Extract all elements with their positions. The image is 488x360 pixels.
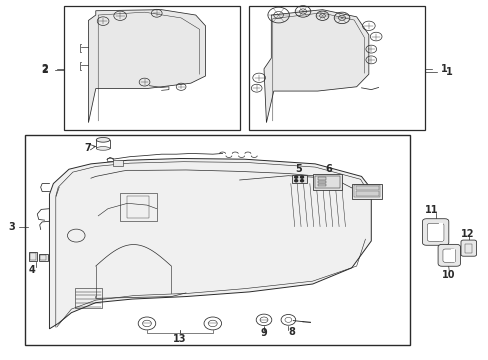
FancyBboxPatch shape (460, 240, 476, 256)
FancyBboxPatch shape (355, 186, 378, 190)
Ellipse shape (96, 147, 110, 150)
FancyBboxPatch shape (312, 174, 341, 190)
Text: 8: 8 (288, 327, 295, 337)
Polygon shape (264, 10, 368, 123)
Text: 11: 11 (424, 206, 438, 216)
Circle shape (300, 180, 303, 182)
Text: 3: 3 (8, 222, 15, 231)
Text: 6: 6 (325, 163, 331, 174)
FancyBboxPatch shape (437, 244, 460, 266)
FancyBboxPatch shape (29, 252, 37, 261)
FancyBboxPatch shape (39, 253, 47, 261)
Ellipse shape (96, 138, 110, 142)
FancyBboxPatch shape (442, 249, 455, 262)
Text: 4: 4 (29, 265, 36, 275)
FancyBboxPatch shape (355, 192, 378, 196)
Text: 10: 10 (441, 270, 454, 280)
Circle shape (300, 176, 303, 178)
FancyBboxPatch shape (422, 219, 448, 245)
Text: 7: 7 (84, 143, 91, 153)
FancyBboxPatch shape (427, 224, 443, 241)
Text: 2: 2 (41, 64, 48, 74)
FancyBboxPatch shape (317, 177, 326, 180)
FancyBboxPatch shape (113, 160, 122, 166)
FancyBboxPatch shape (351, 184, 382, 199)
FancyBboxPatch shape (317, 181, 326, 183)
Polygon shape (88, 10, 205, 123)
FancyBboxPatch shape (292, 175, 306, 183)
Circle shape (294, 176, 297, 178)
Text: 5: 5 (294, 164, 301, 174)
Circle shape (294, 180, 297, 182)
Polygon shape (49, 158, 370, 329)
Text: 12: 12 (460, 229, 473, 239)
Text: 13: 13 (173, 333, 186, 343)
Text: 9: 9 (260, 328, 267, 338)
Text: 1: 1 (445, 67, 452, 77)
Text: 2: 2 (41, 64, 48, 75)
Text: 1: 1 (440, 64, 447, 74)
FancyBboxPatch shape (317, 184, 326, 186)
